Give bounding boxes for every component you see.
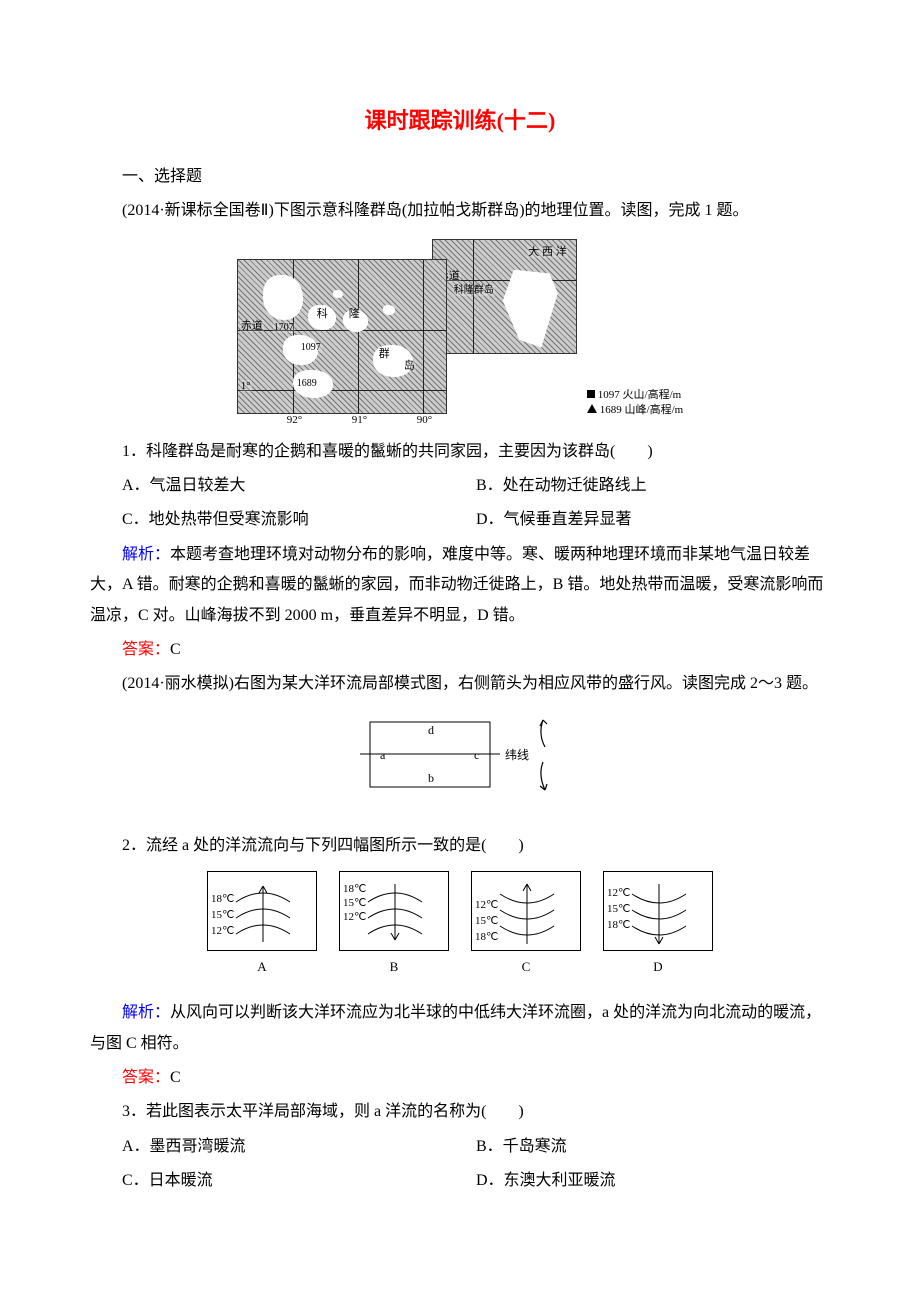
q3-option-b: B．千岛寒流 [476, 1132, 830, 1162]
q1-analysis: 解析：本题考查地理环境对动物分布的影响，难度中等。寒、暖两种地理环境而非某地气温… [90, 540, 830, 631]
q1-answer: 答案：C [90, 635, 830, 665]
inset-map: 大 西 洋 赤道 科隆群岛 [432, 239, 577, 354]
iso-d-t1: 12℃ [607, 888, 630, 899]
label-qun: 群 [378, 348, 391, 360]
iso-label-b: B [339, 955, 449, 980]
map-figure: 大 西 洋 赤道 科隆群岛 赤道 科 隆 群 岛 1707 [90, 239, 830, 419]
q3-option-c: C．日本暖流 [122, 1166, 476, 1196]
iso-a-t2: 15℃ [211, 910, 234, 921]
iso-c-t2: 15℃ [475, 916, 498, 927]
iso-cell-b: 18℃ 15℃ 12℃ B [339, 871, 449, 980]
q2-analysis: 解析：从风向可以判断该大洋环流应为北半球的中低纬大洋环流圈，a 处的洋流为向北流… [90, 998, 830, 1059]
ocean-svg: a b c d 纬线 [350, 712, 570, 802]
label-equator: 赤道 [240, 320, 264, 332]
q1-stem: 1．科隆群岛是耐寒的企鹅和喜暖的鬣蜥的共同家园，主要因为该群岛( ) [90, 437, 830, 467]
q1-option-a: A．气温日较差大 [122, 471, 476, 501]
continent-shape [503, 270, 558, 348]
label-lon91: 91° [351, 414, 368, 426]
iso-a-t3: 12℃ [211, 926, 234, 937]
iso-a-t1: 18℃ [211, 894, 234, 905]
ocean-label-a: a [380, 748, 386, 762]
isotherm-row: 18℃ 15℃ 12℃ A 18℃ 15℃ 12℃ B [90, 871, 830, 980]
answer-label-2: 答案： [122, 1069, 170, 1086]
iso-cell-d: 12℃ 15℃ 18℃ D [603, 871, 713, 980]
q1-option-d: D．气候垂直差异显著 [476, 505, 830, 535]
ocean-figure: a b c d 纬线 [90, 712, 830, 813]
legend-volcano: 1097 火山/高程/m [598, 389, 681, 401]
analysis-label: 解析： [122, 546, 170, 563]
label-ke: 科 [316, 308, 329, 320]
q2-analysis-text: 从风向可以判断该大洋环流应为北半球的中低纬大洋环流圈，a 处的洋流为向北流动的暖… [90, 1004, 821, 1051]
ocean-label-b: b [428, 771, 434, 785]
page-title: 课时跟踪训练(十二) [90, 100, 830, 142]
map-container: 大 西 洋 赤道 科隆群岛 赤道 科 隆 群 岛 1707 [237, 239, 577, 419]
q1-options-row1: A．气温日较差大 B．处在动物迁徙路线上 [90, 471, 830, 501]
label-1689: 1689 [296, 378, 318, 389]
answer-label: 答案： [122, 641, 170, 658]
iso-label-d: D [603, 955, 713, 980]
label-long: 隆 [348, 308, 361, 320]
legend-square-icon [587, 390, 595, 398]
intro-2: (2014·丽水模拟)右图为某大洋环流局部模式图，右侧箭头为相应风带的盛行风。读… [90, 669, 830, 699]
q1-option-b: B．处在动物迁徙路线上 [476, 471, 830, 501]
label-1707: 1707 [273, 322, 295, 333]
q3-options-row1: A．墨西哥湾暖流 B．千岛寒流 [90, 1132, 830, 1162]
iso-d-t3: 18℃ [607, 920, 630, 931]
iso-c-t1: 12℃ [475, 900, 498, 911]
iso-label-a: A [207, 955, 317, 980]
map-legend: 1097 火山/高程/m 1689 山峰/高程/m [587, 388, 683, 419]
q2-stem: 2．流经 a 处的洋流流向与下列四幅图所示一致的是( ) [90, 831, 830, 861]
legend-triangle-icon [587, 404, 597, 413]
intro-1: (2014·新课标全国卷Ⅱ)下图示意科隆群岛(加拉帕戈斯群岛)的地理位置。读图，… [90, 196, 830, 226]
iso-b-t3: 12℃ [343, 912, 366, 923]
analysis-label-2: 解析： [122, 1004, 170, 1021]
iso-cell-c: 12℃ 15℃ 18℃ C [471, 871, 581, 980]
iso-d-t2: 15℃ [607, 904, 630, 915]
iso-b-t1: 18℃ [343, 884, 366, 895]
ocean-lat-label: 纬线 [505, 748, 529, 762]
q1-answer-text: C [170, 641, 181, 658]
q3-options-row2: C．日本暖流 D．东澳大利亚暖流 [90, 1166, 830, 1196]
label-lon90: 90° [416, 414, 433, 426]
ocean-label-c: c [474, 748, 479, 762]
label-1097: 1097 [300, 342, 322, 353]
q3-option-d: D．东澳大利亚暖流 [476, 1166, 830, 1196]
q1-options-row2: C．地处热带但受寒流影响 D．气候垂直差异显著 [90, 505, 830, 535]
q2-answer-text: C [170, 1069, 181, 1086]
q3-stem: 3．若此图表示太平洋局部海域，则 a 洋流的名称为( ) [90, 1097, 830, 1127]
q1-analysis-text: 本题考查地理环境对动物分布的影响，难度中等。寒、暖两种地理环境而非某地气温日较差… [90, 546, 823, 624]
iso-cell-a: 18℃ 15℃ 12℃ A [207, 871, 317, 980]
label-kelong: 科隆群岛 [453, 285, 495, 296]
label-lon92: 92° [286, 414, 303, 426]
iso-c-t3: 18℃ [475, 932, 498, 943]
label-dao: 岛 [403, 360, 416, 372]
ocean-label-d: d [428, 723, 434, 737]
iso-b-t2: 15℃ [343, 898, 366, 909]
main-map: 赤道 科 隆 群 岛 1707 1097 1689 1° 92° 91° 90° [237, 259, 447, 414]
section-header: 一、选择题 [90, 162, 830, 192]
iso-label-c: C [471, 955, 581, 980]
q2-answer: 答案：C [90, 1063, 830, 1093]
legend-peak: 1689 山峰/高程/m [600, 404, 683, 416]
q1-option-c: C．地处热带但受寒流影响 [122, 505, 476, 535]
q3-option-a: A．墨西哥湾暖流 [122, 1132, 476, 1162]
label-atlantic: 大 西 洋 [527, 246, 568, 258]
label-lat1: 1° [240, 380, 252, 392]
